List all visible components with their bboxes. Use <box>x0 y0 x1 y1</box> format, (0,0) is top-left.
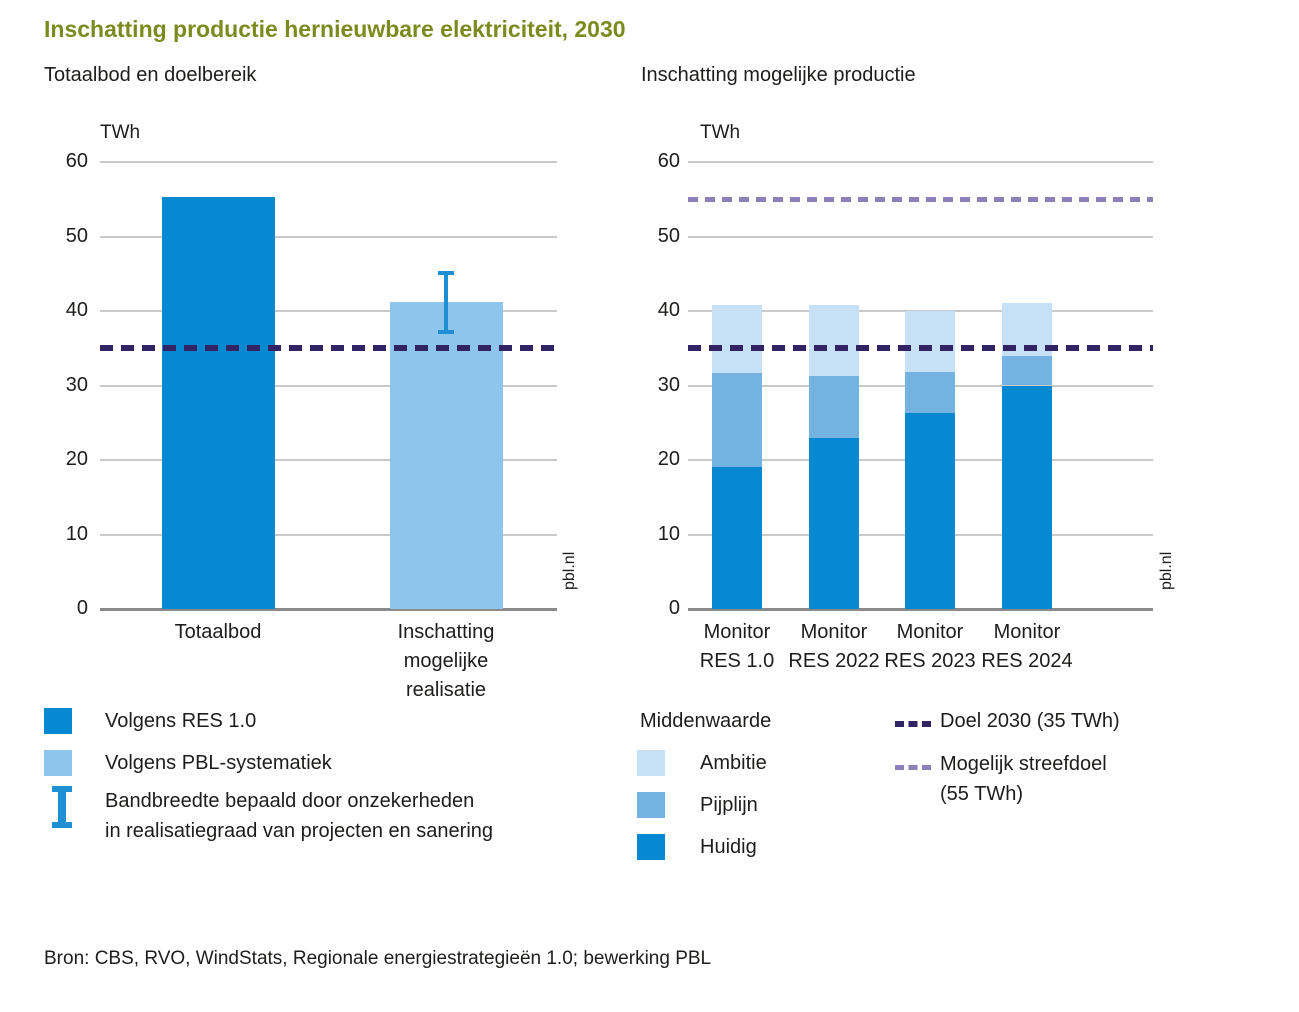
figure-title: Inschatting productie hernieuwbare elekt… <box>44 16 626 42</box>
legend-label-bandbreedte-line1: Bandbreedte bepaald door onzekerheden <box>105 790 475 812</box>
bar-segment-monitor-res-2022-ambitie <box>809 305 859 376</box>
legend-label-ambitie: Ambitie <box>700 752 767 774</box>
x-label-line: Monitor <box>993 621 1061 643</box>
legend-label-streefdoel-line2: (55 TWh) <box>940 783 1023 805</box>
gridline-50 <box>100 235 557 238</box>
x-label-line: RES 2023 <box>884 650 976 672</box>
x-category-label-monitor-res-2024: Monitor RES 2024 <box>932 618 1122 676</box>
bar-segment-monitor-res-1-0-huidig <box>712 467 762 609</box>
gridline-50 <box>688 235 1153 238</box>
x-category-label-monitor-res-1-0: Monitor RES 1.0 <box>642 618 832 676</box>
x-label-line: RES 1.0 <box>699 650 775 672</box>
left-chart-subtitle: Totaalbod en doelbereik <box>44 64 257 86</box>
x-axis-line <box>100 608 557 611</box>
bar-segment-monitor-res-1-0-ambitie <box>712 305 762 373</box>
legend-label-bandbreedte-line2: in realisatiegraad van projecten en sane… <box>105 820 494 842</box>
pbl-watermark: pbl.nl <box>1158 551 1175 591</box>
error-bar-top-cap <box>438 270 454 275</box>
x-label-line: realisatie <box>405 679 487 701</box>
x-category-label-monitor-res-2022: Monitor RES 2022 <box>739 618 929 676</box>
gridline-40 <box>100 310 557 312</box>
x-label-line: RES 2024 <box>981 650 1073 672</box>
x-label-line: Monitor <box>896 621 964 643</box>
bar-totaalbod <box>161 197 275 609</box>
x-label-line: RES 2022 <box>788 650 880 672</box>
x-category-label-totaalbod: Totaalbod <box>123 618 313 647</box>
y-tick-label-50: 50 <box>65 224 88 247</box>
legend-swatch-volgens-pbl-systematiek <box>44 750 72 776</box>
legend-label-streefdoel-line1: Mogelijk streefdoel <box>940 753 1107 775</box>
y-tick-label-30: 30 <box>65 373 88 396</box>
legend-label-volgens-res-10: Volgens RES 1.0 <box>105 710 257 732</box>
x-label-line: mogelijke <box>403 650 489 672</box>
x-label-line: Monitor <box>800 621 868 643</box>
legend-swatch-pijplijn <box>637 792 665 818</box>
bar-segment-monitor-res-2023-huidig <box>905 413 955 609</box>
legend-swatch-huidig <box>637 834 665 860</box>
reference-line-mogelijk-streefdoel-55-twh <box>688 196 1153 202</box>
bar-segment-monitor-res-2024-huidig <box>1002 385 1052 609</box>
y-tick-label-50: 50 <box>657 224 680 247</box>
bar-inschatting-mogelijke-realisatie <box>389 302 503 609</box>
axis-unit-label: TWh <box>700 122 741 143</box>
y-tick-label-40: 40 <box>657 299 680 321</box>
gridline-30 <box>100 384 557 387</box>
bar-segment-monitor-res-2024-pijplijn <box>1002 355 1052 386</box>
legend-label-volgens-pbl-systematiek: Volgens PBL-systematiek <box>105 752 332 774</box>
x-label-line: Totaalbod <box>174 621 262 643</box>
y-tick-label-30: 30 <box>657 373 680 396</box>
error-bar-icon-top-cap <box>52 786 72 792</box>
gridline-20 <box>100 459 557 461</box>
legend-label-huidig: Huidig <box>700 836 757 858</box>
legend-swatch-volgens-res-10 <box>44 708 72 734</box>
reference-line-doel-2030-35-twh <box>100 345 557 352</box>
y-tick-label-40: 40 <box>65 299 88 321</box>
axis-unit-label: TWh <box>100 122 141 143</box>
source-line: Bron: CBS, RVO, WindStats, Regionale ene… <box>44 948 712 969</box>
y-tick-label-0: 0 <box>668 597 680 619</box>
gridline-60 <box>688 161 1153 163</box>
x-category-label-monitor-res-2023: Monitor RES 2023 <box>835 618 1025 676</box>
gridline-60 <box>100 161 557 163</box>
gridline-10 <box>100 533 557 536</box>
bar-segment-monitor-res-2023-ambitie <box>905 311 955 373</box>
error-bar-line <box>444 271 448 334</box>
y-tick-label-10: 10 <box>65 522 88 545</box>
x-label-line: Monitor <box>703 621 771 643</box>
reference-line-doel-2030-35-twh <box>688 345 1153 352</box>
x-axis-line <box>688 608 1153 611</box>
legend-dash-doel-2030-icon <box>895 721 931 727</box>
y-tick-label-10: 10 <box>657 522 680 545</box>
y-tick-label-20: 20 <box>65 448 88 470</box>
x-category-label-inschatting-mogelijke-realisatie: Inschatting mogelijke realisatie <box>351 618 541 705</box>
error-bar-icon <box>52 786 72 828</box>
bar-segment-monitor-res-2022-pijplijn <box>809 375 859 438</box>
error-bar-icon-bottom-cap <box>52 822 72 828</box>
right-chart-subtitle: Inschatting mogelijke productie <box>641 64 916 86</box>
legend-dash-streefdoel-icon <box>895 765 931 770</box>
bar-segment-monitor-res-2022-huidig <box>809 437 859 609</box>
y-tick-label-60: 60 <box>657 150 680 172</box>
bar-segment-monitor-res-2023-pijplijn <box>905 372 955 414</box>
y-tick-label-60: 60 <box>65 150 88 172</box>
error-bar-bottom-cap <box>438 330 454 335</box>
legend-swatch-ambitie <box>637 750 665 776</box>
legend-label-doel-2030: Doel 2030 (35 TWh) <box>940 710 1120 732</box>
y-tick-label-20: 20 <box>657 448 680 470</box>
legend-header-middenwaarde: Middenwaarde <box>640 710 772 732</box>
x-label-line: Inschatting <box>397 621 495 643</box>
error-bar-icon-line <box>58 790 66 824</box>
y-tick-label-0: 0 <box>76 597 88 619</box>
legend-label-pijplijn: Pijplijn <box>700 794 758 816</box>
bar-segment-monitor-res-1-0-pijplijn <box>712 372 762 468</box>
